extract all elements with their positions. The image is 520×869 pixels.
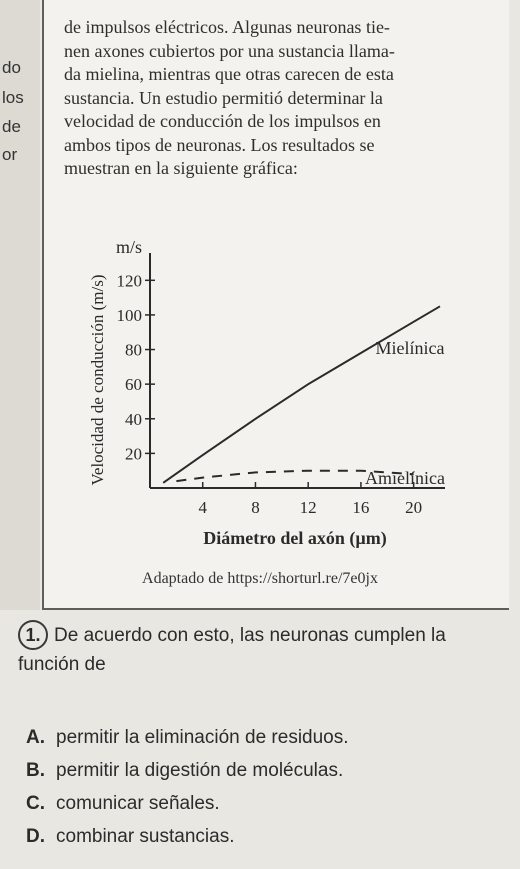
previous-page-strip <box>0 0 40 610</box>
series-line-mielinica <box>162 305 441 484</box>
option-d[interactable]: D. combinar sustancias. <box>26 826 234 848</box>
x-axis-title: Diámetro del axón (µm) <box>203 528 387 549</box>
question-text: De acuerdo con esto, las neuronas cumple… <box>18 625 446 675</box>
intro-paragraph: de impulsos eléctricos. Algunas neuronas… <box>64 16 494 181</box>
x-tick-label: 20 <box>405 498 422 517</box>
y-tick-label: 80 <box>125 341 142 360</box>
paragraph-line: sustancia. Un estudio permitió determina… <box>64 87 383 108</box>
option-c[interactable]: C. comunicar señales. <box>26 793 220 815</box>
series-label: Mielínica <box>376 338 445 358</box>
y-tick-label: 120 <box>117 271 143 290</box>
y-tick-label: 20 <box>125 444 142 463</box>
option-letter: A. <box>26 727 45 748</box>
paragraph-line: muestran en la siguiente gráfica: <box>64 158 298 178</box>
left-margin-fragment: or <box>2 145 18 164</box>
y-axis-title: Velocidad de conducción (m/s) <box>88 274 107 485</box>
option-letter: B. <box>26 760 45 781</box>
left-margin-fragment: do <box>2 58 21 77</box>
x-tick-label: 8 <box>251 498 260 517</box>
paragraph-line: nen axones cubiertos por una sustancia l… <box>64 40 395 61</box>
y-unit-label: m/s <box>116 237 142 257</box>
y-tick-label: 60 <box>125 375 142 394</box>
paragraph-line: de impulsos eléctricos. Algunas neuronas… <box>64 17 390 37</box>
question-number: 1. <box>18 620 48 650</box>
x-tick-label: 4 <box>198 498 207 517</box>
option-letter: D. <box>26 826 45 847</box>
source-citation: Adaptado de https://shorturl.re/7e0jx <box>142 570 378 587</box>
reading-panel <box>42 0 509 610</box>
option-text: comunicar señales. <box>56 793 220 814</box>
x-tick-label: 16 <box>352 498 369 517</box>
option-a[interactable]: A. permitir la eliminación de residuos. <box>26 727 349 749</box>
option-text: permitir la digestión de moléculas. <box>56 760 344 781</box>
left-margin-fragment: los <box>2 88 24 107</box>
y-tick-label: 40 <box>125 410 142 429</box>
series-label: Amielínica <box>365 468 445 488</box>
x-tick-label: 12 <box>300 498 317 517</box>
series-line-amielinica <box>176 469 414 483</box>
left-margin-fragment: de <box>2 117 21 136</box>
paragraph-line: velocidad de conducción de los impulsos … <box>64 111 381 131</box>
y-tick-label: 100 <box>117 306 143 325</box>
question-1: 1. De acuerdo con esto, las neuronas cump… <box>18 620 508 679</box>
option-b[interactable]: B. permitir la digestión de moléculas. <box>26 760 343 782</box>
paragraph-line: da mielina, mientras que otras carecen d… <box>64 64 394 84</box>
paragraph-line: ambos tipos de neuronas. Los resultados … <box>64 134 375 155</box>
option-letter: C. <box>26 793 45 814</box>
option-text: permitir la eliminación de residuos. <box>56 727 349 748</box>
option-text: combinar sustancias. <box>56 826 235 847</box>
